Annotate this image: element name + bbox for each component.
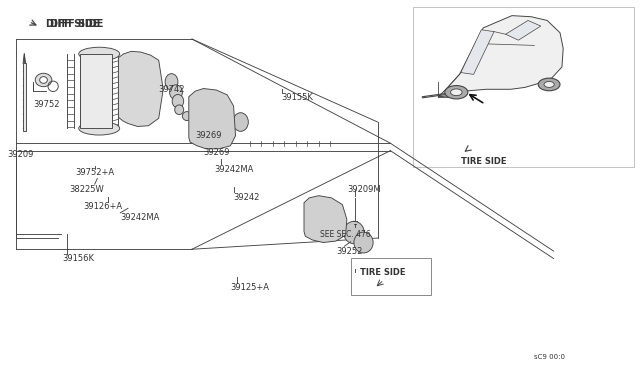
Text: SEE SEC. 476: SEE SEC. 476: [320, 230, 371, 239]
Text: 39209M: 39209M: [347, 185, 381, 194]
Ellipse shape: [40, 77, 47, 83]
Text: 39752+A: 39752+A: [76, 169, 115, 177]
Ellipse shape: [79, 122, 120, 135]
Text: 39742: 39742: [159, 85, 185, 94]
Ellipse shape: [182, 112, 191, 121]
Ellipse shape: [544, 81, 554, 87]
Ellipse shape: [445, 86, 468, 99]
Ellipse shape: [35, 73, 52, 87]
Polygon shape: [506, 20, 541, 40]
Polygon shape: [24, 54, 25, 63]
Text: DIFF SIDE: DIFF SIDE: [50, 19, 103, 29]
Text: 39252: 39252: [336, 247, 362, 256]
Text: 39156K: 39156K: [63, 254, 95, 263]
Polygon shape: [80, 54, 112, 128]
Text: 38225W: 38225W: [69, 185, 104, 194]
Ellipse shape: [172, 94, 184, 108]
Text: 39209: 39209: [8, 150, 34, 159]
Polygon shape: [189, 89, 236, 149]
Bar: [351, 258, 431, 295]
Text: 39242: 39242: [234, 193, 260, 202]
Ellipse shape: [354, 232, 373, 253]
Text: 39155K: 39155K: [282, 93, 314, 102]
Polygon shape: [304, 196, 347, 243]
Text: TIRE SIDE: TIRE SIDE: [461, 157, 506, 166]
Ellipse shape: [175, 105, 184, 115]
Text: 39242MA: 39242MA: [214, 165, 254, 174]
Text: 39126+A: 39126+A: [83, 202, 122, 211]
Text: TIRE SIDE: TIRE SIDE: [360, 268, 406, 277]
Bar: [413, 7, 634, 167]
Text: 39125+A: 39125+A: [230, 283, 269, 292]
Text: 39269: 39269: [204, 148, 230, 157]
Polygon shape: [118, 51, 163, 126]
Text: DIFF SIDE: DIFF SIDE: [46, 19, 99, 29]
Text: 39269: 39269: [195, 131, 221, 140]
Ellipse shape: [165, 74, 178, 90]
Ellipse shape: [170, 85, 182, 100]
Polygon shape: [438, 16, 563, 97]
Text: 39752: 39752: [33, 100, 60, 109]
Ellipse shape: [344, 221, 364, 244]
Ellipse shape: [233, 113, 248, 131]
Ellipse shape: [451, 89, 462, 96]
Ellipse shape: [538, 78, 560, 91]
Text: sC9 00:0: sC9 00:0: [534, 354, 565, 360]
Polygon shape: [461, 30, 494, 74]
Text: 39242MA: 39242MA: [120, 213, 160, 222]
Ellipse shape: [79, 47, 120, 61]
Polygon shape: [23, 63, 26, 131]
